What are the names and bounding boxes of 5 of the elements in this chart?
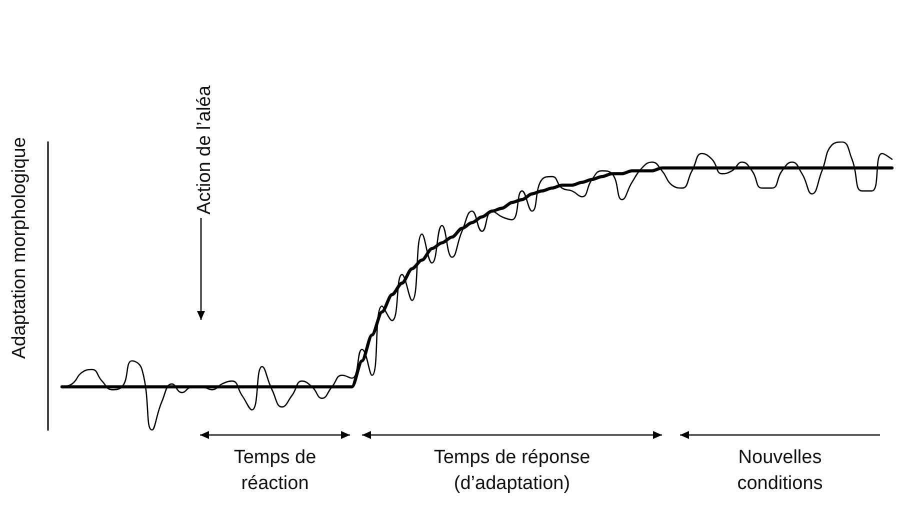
text: Nouvelles conditions: [736, 446, 824, 496]
text: Temps de réponse (d’adaptation): [432, 446, 592, 496]
annotation: Action de l’aléa: [193, 84, 216, 216]
y-axis-title: Adaptation morphologique: [8, 136, 31, 361]
text: Temps de réaction: [232, 446, 318, 496]
